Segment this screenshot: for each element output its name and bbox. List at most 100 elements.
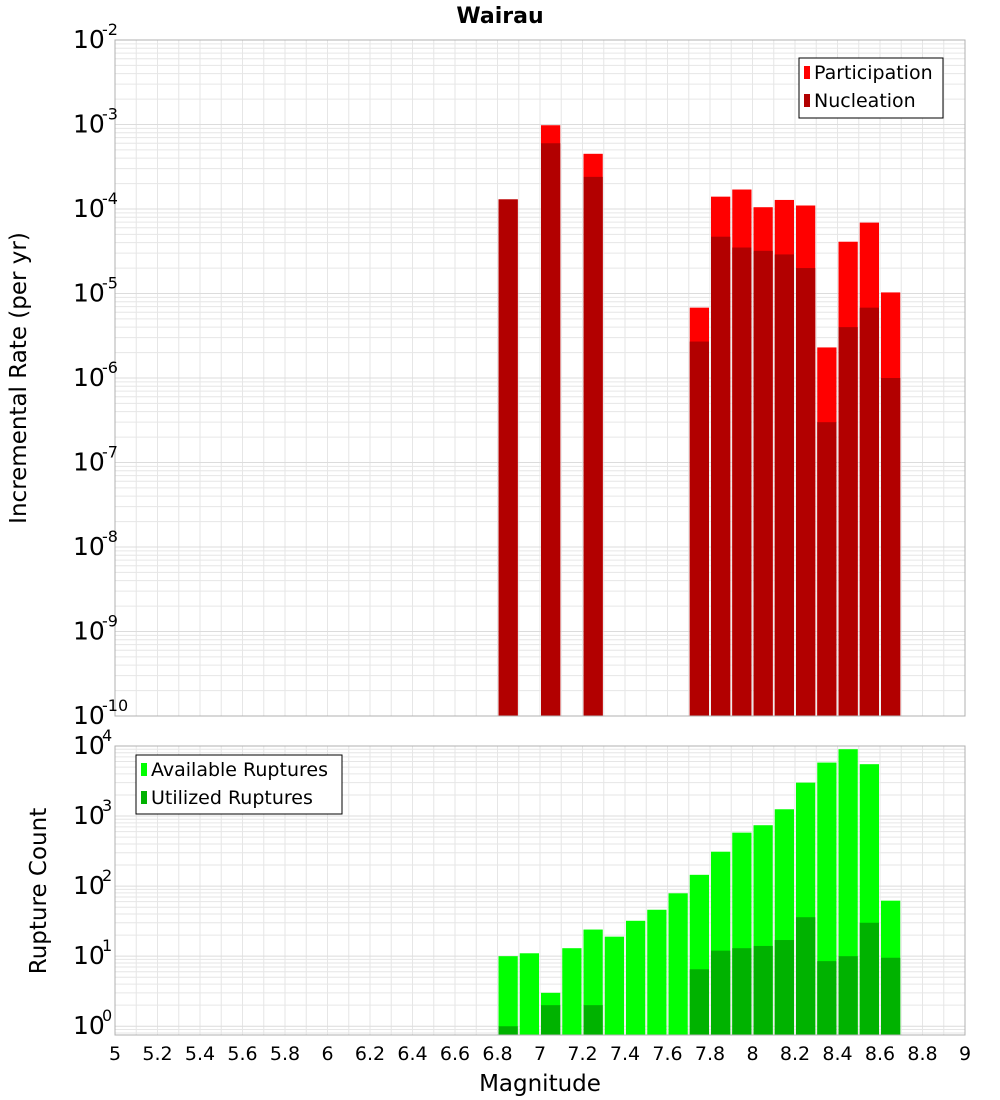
y-tick-exponent: -3 <box>102 105 118 124</box>
y-tick-base: 10 <box>73 194 105 223</box>
top-bar-nucleation <box>583 176 603 716</box>
y-tick-base: 10 <box>73 363 105 392</box>
x-tick-label: 7.6 <box>652 1043 682 1065</box>
y-tick-exponent: 1 <box>102 936 112 955</box>
y-tick-base: 10 <box>73 25 105 54</box>
top-y-axis-label: Incremental Rate (per yr) <box>6 232 32 524</box>
bottom-bar-utilized-ruptures <box>881 957 901 1035</box>
bottom-bar-utilized-ruptures <box>689 969 709 1035</box>
bottom-y-axis-label: Rupture Count <box>26 808 52 974</box>
x-tick-label: 7 <box>534 1043 546 1065</box>
y-tick-exponent: 4 <box>102 726 112 745</box>
y-tick-base: 10 <box>73 871 105 900</box>
y-tick-exponent: 3 <box>102 796 112 815</box>
x-tick-label: 5.2 <box>142 1043 172 1065</box>
bottom-y-tick-label: 103 <box>73 796 112 830</box>
x-tick-label: 9 <box>959 1043 971 1065</box>
y-tick-exponent: -10 <box>102 696 128 715</box>
top-gridlines <box>114 39 966 717</box>
bottom-bar-available-ruptures <box>562 948 582 1035</box>
top-plot-frame <box>114 39 966 717</box>
bottom-bar-utilized-ruptures <box>732 948 752 1035</box>
bottom-bars <box>498 749 901 1035</box>
bottom-bar-utilized-ruptures <box>796 917 816 1035</box>
top-bar-nucleation <box>881 378 901 716</box>
bottom-bar-available-ruptures <box>668 893 688 1035</box>
top-y-tick-label: 10-9 <box>73 612 118 646</box>
x-tick-label: 5 <box>109 1043 121 1065</box>
top-y-tick-label: 10-2 <box>73 20 118 54</box>
bottom-bar-utilized-ruptures <box>817 961 837 1035</box>
y-tick-base: 10 <box>73 279 105 308</box>
top-y-tick-label: 10-10 <box>73 696 128 730</box>
available-legend-label: Available Ruptures <box>151 759 328 781</box>
x-tick-label: 7.8 <box>695 1043 725 1065</box>
y-tick-base: 10 <box>73 448 105 477</box>
bottom-bar-available-ruptures <box>626 920 646 1035</box>
y-tick-base: 10 <box>73 532 105 561</box>
y-tick-base: 10 <box>73 941 105 970</box>
bottom-y-tick-label: 102 <box>73 866 112 900</box>
y-tick-exponent: -7 <box>102 443 118 462</box>
x-tick-label: 8.8 <box>907 1043 937 1065</box>
bottom-bar-utilized-ruptures <box>774 940 794 1035</box>
y-tick-exponent: -8 <box>102 527 118 546</box>
bottom-bar-available-ruptures <box>647 909 667 1035</box>
top-legend-box <box>798 57 944 119</box>
bottom-bar-utilized-ruptures <box>838 956 858 1035</box>
y-tick-base: 10 <box>73 1011 105 1040</box>
y-tick-base: 10 <box>73 731 105 760</box>
bottom-bar-utilized-ruptures <box>498 1026 518 1035</box>
bottom-y-tick-label: 101 <box>73 936 112 970</box>
top-bar-nucleation <box>796 268 816 716</box>
x-tick-label: 5.8 <box>270 1043 300 1065</box>
bottom-bar-utilized-ruptures <box>753 945 773 1035</box>
y-tick-base: 10 <box>73 110 105 139</box>
y-tick-exponent: 0 <box>102 1006 112 1025</box>
y-tick-base: 10 <box>73 617 105 646</box>
x-tick-label: 8.4 <box>822 1043 852 1065</box>
available-legend-swatch <box>141 763 147 776</box>
utilized-legend-swatch <box>141 791 147 804</box>
bottom-bar-available-ruptures <box>604 936 624 1035</box>
top-bar-nucleation <box>859 307 879 716</box>
x-axis-tick-labels: 5 5.2 5.4 5.6 5.8 6 6.2 6.4 6.6 6.8 7 7.2 7.4 7.6 7.8 8… <box>109 1043 971 1065</box>
x-tick-label: 6 <box>321 1043 333 1065</box>
x-tick-label: 6.8 <box>482 1043 512 1065</box>
bottom-bar-available-ruptures <box>498 956 518 1035</box>
top-bar-nucleation <box>732 247 752 716</box>
top-bar-nucleation <box>838 327 858 716</box>
bottom-bar-utilized-ruptures <box>859 922 879 1035</box>
x-tick-label: 6.6 <box>440 1043 470 1065</box>
x-tick-label: 7.4 <box>610 1043 640 1065</box>
x-axis-label: Magnitude <box>479 1071 601 1097</box>
bottom-bar-utilized-ruptures <box>541 1005 561 1035</box>
bottom-y-tick-label: 104 <box>73 726 112 760</box>
top-y-tick-label: 10-4 <box>73 189 118 223</box>
nucleation-legend-swatch <box>804 94 810 107</box>
participation-legend-swatch <box>804 66 810 79</box>
top-bar-nucleation <box>817 422 837 716</box>
y-tick-base: 10 <box>73 701 105 730</box>
bottom-legend-box <box>135 754 343 815</box>
x-tick-label: 8 <box>746 1043 758 1065</box>
utilized-legend-label: Utilized Ruptures <box>151 787 313 809</box>
top-y-tick-label: 10-6 <box>73 358 118 392</box>
x-tick-label: 5.4 <box>185 1043 215 1065</box>
bottom-y-tick-label: 100 <box>73 1006 112 1040</box>
top-bar-nucleation <box>541 143 561 716</box>
top-bars <box>498 125 901 717</box>
y-tick-exponent: 2 <box>102 866 112 885</box>
x-tick-label: 7.2 <box>567 1043 597 1065</box>
bottom-plot-frame <box>114 745 966 1036</box>
y-tick-exponent: -5 <box>102 274 118 293</box>
nucleation-legend-label: Nucleation <box>814 90 916 112</box>
top-bar-nucleation <box>498 199 518 716</box>
top-y-tick-label: 10-5 <box>73 274 118 308</box>
top-bar-nucleation <box>689 341 709 716</box>
x-tick-label: 6.4 <box>397 1043 427 1065</box>
